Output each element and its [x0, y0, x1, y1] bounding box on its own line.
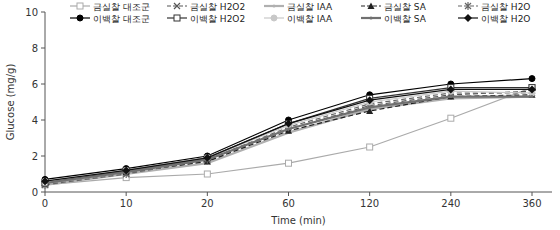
legend-label: 금실찰 IAA — [287, 2, 333, 12]
legend-marker — [174, 3, 180, 9]
marker — [368, 106, 371, 109]
legend-marker — [464, 14, 472, 22]
series-line — [45, 91, 532, 185]
legend-swatch — [264, 5, 284, 7]
series-line — [45, 97, 532, 183]
x-tick — [532, 192, 533, 196]
legend-label: 금실찰 대조군 — [93, 2, 150, 12]
legend-label: 금실찰 SA — [384, 2, 427, 12]
legend-marker — [273, 5, 276, 8]
y-tick-label: 2 — [32, 151, 38, 162]
plot-area — [41, 76, 536, 189]
y-axis — [45, 12, 46, 192]
y-tick — [41, 120, 45, 121]
marker — [287, 128, 290, 131]
marker — [531, 95, 534, 98]
legend-label: 이백찰 H2O2 — [190, 14, 245, 24]
x-axis — [45, 192, 552, 193]
series-line — [45, 91, 532, 181]
marker — [285, 120, 293, 128]
series-line — [45, 88, 532, 183]
x-axis-label: Time (min) — [270, 215, 325, 226]
x-tick-label: 120 — [360, 198, 379, 209]
marker — [447, 85, 455, 93]
legend-swatch — [361, 17, 381, 19]
y-tick — [41, 12, 45, 13]
marker — [367, 144, 373, 150]
legend-marker — [77, 3, 83, 9]
x-tick — [369, 192, 370, 196]
marker — [41, 177, 49, 185]
legend-marker — [465, 2, 471, 10]
y-tick-label: 8 — [32, 43, 38, 54]
legend-label: 이백찰 대조군 — [93, 14, 150, 24]
marker — [204, 171, 210, 177]
x-tick — [288, 192, 289, 196]
x-tick-label: 360 — [522, 198, 541, 209]
legend-marker — [174, 15, 180, 21]
marker — [528, 85, 536, 93]
series-line — [45, 89, 532, 181]
legend-marker — [77, 15, 83, 21]
y-tick-label: 6 — [32, 79, 38, 90]
marker — [122, 166, 130, 174]
legend-marker — [271, 15, 277, 21]
y-tick-label: 10 — [25, 7, 38, 18]
legend-marker — [370, 17, 373, 20]
legend-label: 이백찰 SA — [384, 14, 427, 24]
marker — [366, 96, 374, 104]
series-line — [45, 79, 532, 180]
marker — [449, 95, 452, 98]
y-axis-label: Glucose (mg/g) — [5, 64, 16, 141]
x-tick — [207, 192, 208, 196]
x-tick — [450, 192, 451, 196]
legend-label: 금실찰 H2O2 — [190, 2, 245, 12]
legend-label: 이백찰 H2O — [481, 14, 530, 24]
x-tick-label: 0 — [42, 198, 48, 209]
x-tick-label: 20 — [201, 198, 214, 209]
legend: 금실찰 대조군 금실찰 H2O2 금실찰 IAA 금실찰 SA 금실찰 H2O 이백찰 대… — [70, 2, 530, 24]
marker — [531, 95, 534, 98]
y-tick — [41, 156, 45, 157]
legend-marker — [368, 3, 375, 10]
x-tick — [126, 192, 127, 196]
legend-label: 이백찰 IAA — [287, 14, 333, 24]
y-tick — [41, 48, 45, 49]
marker — [448, 115, 454, 121]
y-tick-label: 4 — [32, 115, 38, 126]
x-tick — [45, 192, 46, 196]
legend-label: 금실찰 H2O — [481, 2, 530, 12]
x-tick-label: 240 — [441, 198, 460, 209]
chart: 0 2 4 6 8 10 0 10 20 60 120 240 360 Time (min) Glucose… — [0, 0, 560, 230]
y-tick-label: 0 — [32, 187, 38, 198]
x-tick-label: 60 — [282, 198, 295, 209]
x-tick-label: 10 — [120, 198, 133, 209]
y-tick — [41, 84, 45, 85]
y-tick — [41, 192, 45, 193]
marker — [286, 160, 292, 166]
marker — [203, 154, 211, 162]
marker — [529, 76, 535, 82]
